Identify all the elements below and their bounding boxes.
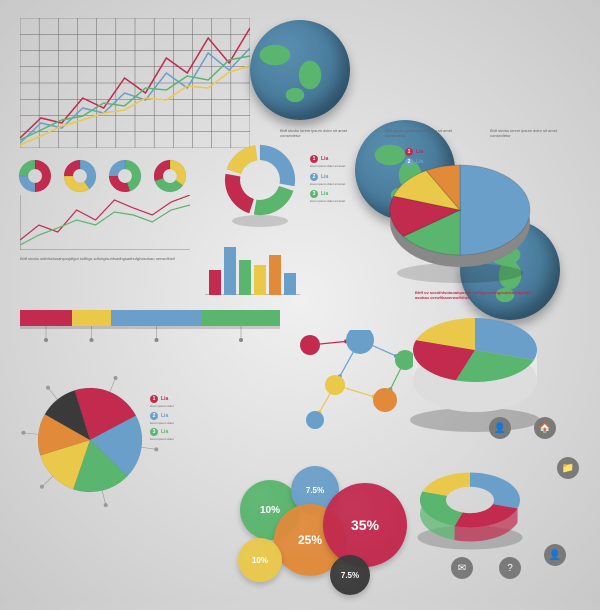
bubble: 10% (238, 538, 282, 582)
mini-line-caption: Bhff slcvks sidhfsiduoahposjdfgoi sidfhg… (20, 256, 195, 261)
line-chart (20, 18, 250, 148)
mini-line-chart (20, 195, 190, 250)
globe (460, 220, 560, 320)
horizontal-stacked-bar (20, 310, 280, 346)
globe-caption-2: Bhff slcvks lorem ipsum dolor sit amet c… (385, 128, 465, 138)
globe-caption-3: Bhff slcvks lorem ipsum dolor sit amet c… (490, 128, 570, 138)
bar-chart (205, 240, 300, 295)
network-diagram (290, 330, 420, 430)
help-icon[interactable]: ? (499, 557, 521, 579)
globe (250, 20, 350, 120)
pie-flat-legend: 1Lialorem ipsum dolor2Lialorem ipsum dol… (150, 395, 230, 445)
user-icon[interactable]: 👤 (544, 544, 566, 566)
cylinder-caption: Bhff ov sosidhfsiduoahposjdf sidfhgssdfu… (415, 290, 535, 300)
home-icon[interactable]: 🏠 (534, 417, 556, 439)
folder-icon[interactable]: 📁 (557, 457, 579, 479)
bubble: 7.5% (330, 555, 370, 595)
ring-legend: 1Lialorem ipsum dolor sit amet2Lialorem … (310, 155, 400, 208)
mail-icon[interactable]: ✉ (451, 557, 473, 579)
bubble: 35% (323, 483, 407, 567)
bubble-cluster: 10%7.5%25%35%10%7.5% (240, 470, 420, 610)
person-icon[interactable]: 👤 (489, 417, 511, 439)
pie-3d-legend: 1Lia2Lia (405, 148, 423, 168)
globe-caption-1: Bhff slcvks lorem ipsum dolor sit amet c… (280, 128, 360, 138)
